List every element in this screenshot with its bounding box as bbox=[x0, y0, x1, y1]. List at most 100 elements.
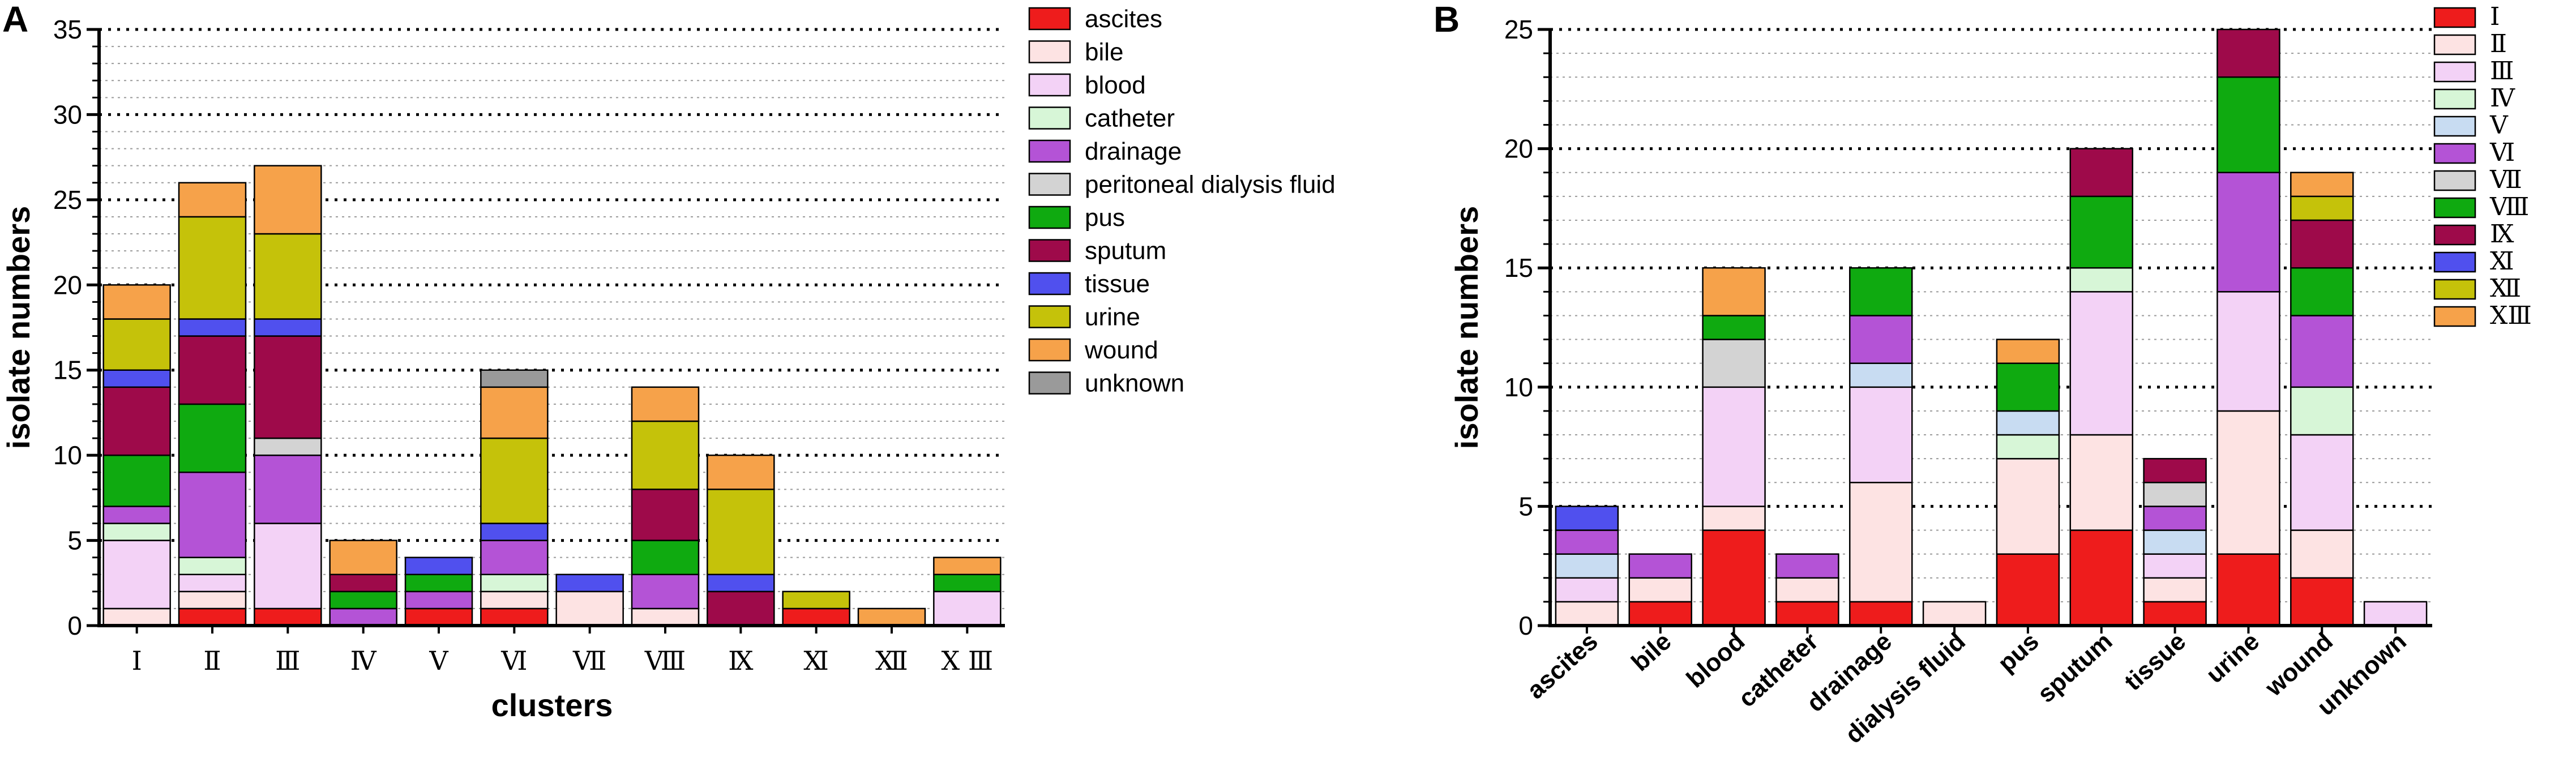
panel-a-ytick-label: 10 bbox=[53, 440, 82, 470]
panel-a-legend-label: urine bbox=[1085, 303, 1140, 331]
panel-a-bar-segment-iv-wound bbox=[329, 540, 397, 575]
panel-a-bar-segment-viii-drainage bbox=[631, 574, 700, 610]
panel-a-legend-label: pus bbox=[1085, 204, 1125, 232]
panel-a-bar-segment-ii-wound bbox=[178, 182, 247, 218]
panel-a-legend-swatch-urine bbox=[1028, 305, 1071, 328]
panel-b-bar-segment-pus-ii bbox=[1996, 457, 2060, 555]
panel-a-bar-segment-i-wound bbox=[102, 284, 171, 320]
panel-b-ytick-label: 20 bbox=[1504, 134, 1533, 164]
panel-a-legend-swatch-drainage bbox=[1028, 139, 1071, 163]
panel-a-bar-segment-vii-bile bbox=[555, 590, 624, 627]
panel-b-bar-segment-drainage-vi bbox=[1849, 315, 1913, 364]
panel-a-bar-segment-vi-wound bbox=[480, 386, 549, 439]
panel-a-bar-segment-xi-urine bbox=[782, 590, 850, 610]
panel-b-bar-segment-sputum-viii bbox=[2069, 195, 2133, 269]
panel-a-bar-segment-ii-bile bbox=[178, 590, 247, 610]
panel-a-xtick-label: Ⅴ bbox=[429, 645, 448, 676]
panel-a-xtick-label: Ⅶ bbox=[572, 645, 606, 676]
panel-b-bar-segment-tissue-iii bbox=[2143, 553, 2207, 579]
panel-a-xtick-label: Ⅰ bbox=[132, 645, 142, 676]
panel-a-y-axis: 0 5 10 15 20 25 30 35 bbox=[53, 15, 101, 640]
panel-a-bar-segment-viii-pus bbox=[631, 540, 700, 575]
panel-a-legend: ascites bile blood catheter drainage peritone… bbox=[1028, 5, 1336, 397]
panel-a-bar-segment-iii-urine bbox=[254, 233, 322, 320]
panel-b-bar-segment-catheter-ii bbox=[1775, 577, 1839, 603]
panel-b-ytick-label: 5 bbox=[1518, 491, 1533, 521]
panel-a-bar-segment-xii-wound bbox=[857, 607, 926, 627]
panel-a-legend-label: catheter bbox=[1085, 105, 1175, 132]
panel-b-y-axis-title: isolate numbers bbox=[1449, 206, 1484, 449]
panel-a-bar-segment-vi-bile bbox=[480, 590, 549, 610]
panel-b-bar-segment-sputum-ii bbox=[2069, 434, 2133, 531]
panel-a-chart: A Ⅰ Ⅱ Ⅲ Ⅳ Ⅴ Ⅵ Ⅶ Ⅷ Ⅸ Ⅺ Ⅻ Ⅹ Ⅲ 0 5 10 15 20 25 30 35 isolate nu… bbox=[1, 0, 1336, 723]
panel-a-bar-segment-iv-pus bbox=[329, 590, 397, 610]
panel-a-bar-segment-i-tissue bbox=[102, 369, 171, 388]
panel-b-legend-swatch-iv bbox=[2433, 88, 2476, 110]
panel-b-y-axis: 0 5 10 15 20 25 bbox=[1504, 15, 1552, 640]
panel-a-ytick-label: 30 bbox=[53, 100, 82, 129]
panel-a-xtick-label: Ⅷ bbox=[644, 645, 686, 676]
panel-b-bar-segment-blood-viii bbox=[1702, 315, 1766, 340]
panel-b-bar-segment-bile-vi bbox=[1628, 553, 1692, 579]
panel-b-bar-segment-blood-iii bbox=[1702, 386, 1766, 507]
panel-b-bar-segment-tissue-vi bbox=[2143, 506, 2207, 531]
panel-b-bar-segment-drainage-v bbox=[1849, 362, 1913, 388]
panel-b-legend-label: ⅩⅢ bbox=[2490, 301, 2532, 330]
panel-b-bar-segment-ascites-vi bbox=[1555, 529, 1619, 555]
panel-a-y-axis-title: isolate numbers bbox=[1, 206, 36, 449]
panel-a-bar-segment-iii-peritoneal-dialysis-fluid bbox=[254, 437, 322, 456]
panel-a-bar-segment-i-sputum bbox=[102, 386, 171, 456]
panel-a-legend-swatch-wound bbox=[1028, 338, 1071, 362]
panel-b-xtick-label: sputum bbox=[2032, 627, 2118, 708]
panel-a-legend-label: wound bbox=[1084, 336, 1158, 364]
panel-b-bar-segment-tissue-i bbox=[2143, 601, 2207, 627]
panel-a-bar-segment-ii-urine bbox=[178, 216, 247, 320]
panel-b-bar-segment-unknown-iii bbox=[2363, 601, 2428, 627]
panel-a-legend-swatch-bile bbox=[1028, 40, 1071, 63]
panel-b-bar-segment-drainage-iii bbox=[1849, 386, 1913, 483]
panel-b-bar-segment-tissue-v bbox=[2143, 529, 2207, 555]
panel-a-legend-swatch-peritoneal-dialysis-fluid bbox=[1028, 173, 1071, 196]
panel-a-bar-segment-iv-sputum bbox=[329, 574, 397, 593]
panel-b-bar-segment-pus-i bbox=[1996, 553, 2060, 627]
panel-b-bar-segment-drainage-ii bbox=[1849, 482, 1913, 603]
panel-b-bar-segment-ascites-ii bbox=[1555, 601, 1619, 627]
panel-a-ytick-label: 15 bbox=[53, 356, 82, 385]
panel-a-bar-segment-ii-sputum bbox=[178, 335, 247, 405]
panel-b-bar-segment-wound-i bbox=[2290, 577, 2354, 627]
panel-a-bar-segment-iii-wound bbox=[254, 165, 322, 235]
panel-a-bar-segment-vi-unknown bbox=[480, 369, 549, 388]
panel-a-ytick-label: 5 bbox=[67, 526, 82, 555]
panel-b-bar-segment-pus-v bbox=[1996, 410, 2060, 436]
panel-b-bar-segment-drainage-i bbox=[1849, 601, 1913, 627]
panel-b-bar-segment-bile-ii bbox=[1628, 577, 1692, 603]
panel-b-bar-segment-drainage-viii bbox=[1849, 267, 1913, 316]
panel-b-legend-label: Ⅰ bbox=[2490, 2, 2500, 31]
panel-b-legend-swatch-xiii bbox=[2433, 306, 2476, 327]
panel-a-xtick-label: Ⅺ bbox=[803, 645, 829, 676]
panel-b-xtick-label: pus bbox=[1993, 627, 2044, 678]
panel-b-bar-segment-blood-xiii bbox=[1702, 267, 1766, 316]
panel-a-bar-segment-i-drainage bbox=[102, 506, 171, 524]
panel-b-legend-swatch-vii bbox=[2433, 170, 2476, 191]
panel-b-chart: B ascites bile bloodcatheterdrainagedialys… bbox=[1434, 0, 2532, 749]
panel-a-bar-segment-iv-drainage bbox=[329, 607, 397, 627]
panel-a-bar-segment-x-iii-blood bbox=[933, 590, 1002, 627]
panel-b-bar-segment-urine-ii bbox=[2216, 410, 2280, 555]
panel-a-legend-swatch-ascites bbox=[1028, 7, 1071, 31]
panel-a-legend-label: tissue bbox=[1085, 270, 1150, 298]
panel-a-bar-segment-iii-ascites bbox=[254, 607, 322, 627]
panel-b-bar-segment-ascites-xi bbox=[1555, 506, 1619, 531]
panel-a-bar-segment-viii-urine bbox=[631, 420, 700, 490]
panel-b-legend-label: Ⅺ bbox=[2490, 247, 2514, 276]
panel-b-bar-segment-ascites-v bbox=[1555, 553, 1619, 579]
panel-a-xtick-label: Ⅻ bbox=[875, 645, 908, 676]
panel-a-bar-segment-v-pus bbox=[404, 574, 473, 593]
panel-a-bar-segment-v-drainage bbox=[404, 590, 473, 610]
panel-b-legend-swatch-ii bbox=[2433, 34, 2476, 55]
panel-a-xtick-label: Ⅸ bbox=[728, 645, 754, 676]
panel-b-legend-swatch-xi bbox=[2433, 251, 2476, 273]
panel-b-bar-segment-urine-ix bbox=[2216, 28, 2280, 78]
panel-b-xtick-label: bile bbox=[1626, 627, 1676, 677]
panel-b-ytick-label: 15 bbox=[1504, 253, 1533, 283]
